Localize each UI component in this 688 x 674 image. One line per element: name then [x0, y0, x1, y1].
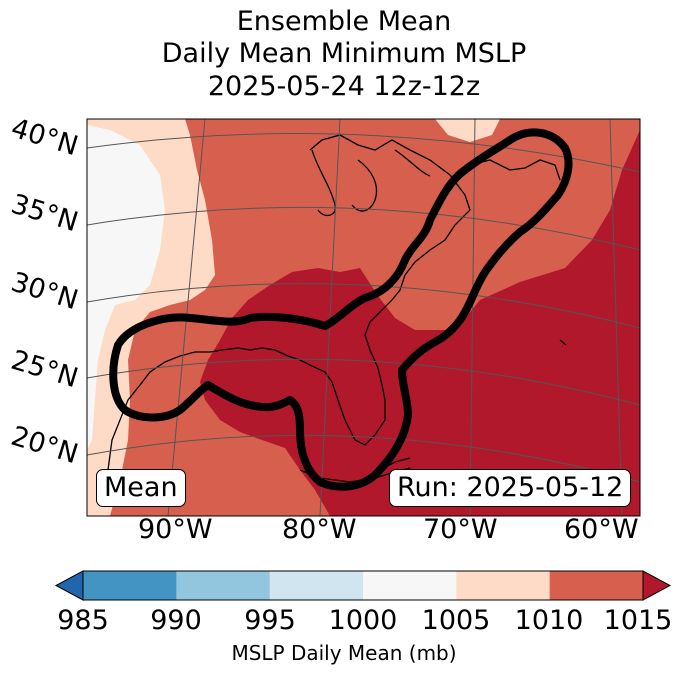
lon-label-60: 60°W — [564, 514, 639, 545]
colorbar-label: MSLP Daily Mean (mb) — [231, 641, 457, 665]
colorbar-tick-1000: 1000 — [328, 605, 398, 636]
lon-label-80: 80°W — [282, 514, 357, 545]
title-line-1: Ensemble Mean — [236, 6, 452, 37]
map-frame — [86, 118, 641, 517]
colorbar-tick-990: 990 — [150, 605, 202, 636]
colorbar-cell — [269, 571, 364, 600]
colorbar-cell — [83, 571, 177, 600]
colorbar-cell — [549, 571, 644, 600]
fill-1000-1005 — [87, 125, 165, 450]
mean-box: Mean — [96, 469, 186, 507]
colorbar-extend-low — [54, 570, 84, 601]
title-line-2: Daily Mean Minimum MSLP — [161, 38, 527, 69]
colorbar-cell — [456, 571, 551, 600]
lon-label-90: 90°W — [138, 514, 213, 545]
colorbar-cell — [363, 571, 457, 600]
title-line-3: 2025-05-24 12z-12z — [207, 71, 481, 102]
colorbar-tick-1015: 1015 — [603, 605, 673, 636]
fill-1005-1010-north — [435, 119, 500, 142]
fill-1015-plus — [200, 130, 640, 516]
mslp-contour — [109, 128, 573, 491]
run-box: Run: 2025-05-12 — [389, 469, 632, 507]
colorbar-tick-995: 995 — [244, 605, 296, 636]
colorbar-extend-high — [642, 570, 672, 601]
lon-label-70: 70°W — [423, 514, 498, 545]
colorbar-tick-985: 985 — [57, 605, 109, 636]
colorbar-cell — [176, 571, 271, 600]
colorbar-frame — [82, 570, 644, 601]
colorbar-tick-1005: 1005 — [421, 605, 491, 636]
colorbar-tick-1010: 1010 — [514, 605, 584, 636]
